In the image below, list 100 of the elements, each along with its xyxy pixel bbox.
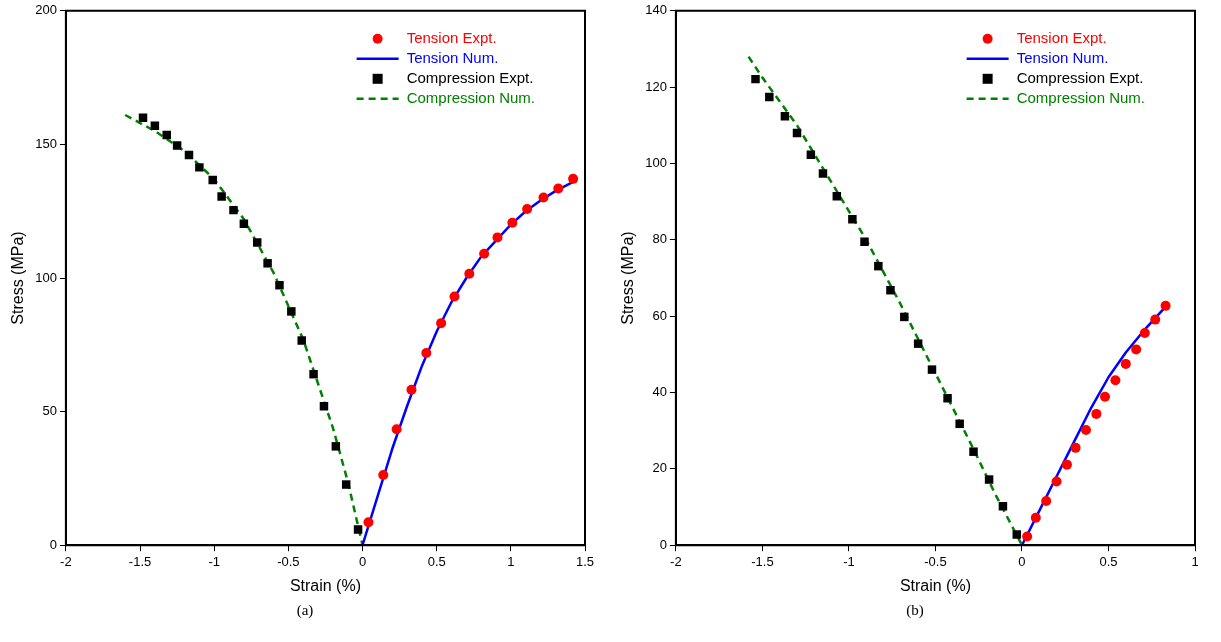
point <box>150 121 160 130</box>
point <box>927 365 937 374</box>
point <box>860 237 869 246</box>
point <box>1120 358 1131 369</box>
point <box>421 348 432 359</box>
y-tick-label: 0 <box>49 536 57 552</box>
y-tick-label: 0 <box>659 536 667 552</box>
point <box>1070 442 1081 453</box>
legend-label: Compression Expt. <box>406 68 534 86</box>
x-tick-label: 1 <box>1191 553 1199 569</box>
x-axis-title: Strain (%) <box>289 576 362 594</box>
point <box>464 268 475 279</box>
point <box>363 517 374 528</box>
y-axis-title: Stress (MPa) <box>9 231 27 325</box>
point <box>538 192 549 203</box>
y-tick-label: 50 <box>42 403 57 419</box>
text: (b) <box>905 602 925 619</box>
point <box>406 384 417 395</box>
x-tick-label: -1 <box>843 553 855 569</box>
point <box>806 150 816 159</box>
point <box>1051 476 1062 487</box>
point <box>1139 327 1150 338</box>
x-tick-label: 1.5 <box>575 553 595 569</box>
point <box>1100 391 1111 402</box>
point <box>969 447 978 456</box>
point <box>492 232 503 243</box>
point <box>1061 459 1072 470</box>
x-tick-label: -1 <box>208 553 220 569</box>
point <box>1131 344 1142 355</box>
legend-label: Tension Expt. <box>406 28 497 46</box>
x-axis-title: Strain (%) <box>899 576 972 594</box>
point <box>900 312 909 322</box>
point <box>208 175 217 185</box>
point <box>553 183 564 194</box>
point <box>1012 530 1022 539</box>
point <box>1030 512 1041 523</box>
point <box>309 369 318 379</box>
y-tick-label: 150 <box>35 135 57 151</box>
point <box>818 169 828 178</box>
y-tick-label: 20 <box>652 460 667 476</box>
point <box>229 205 238 215</box>
point <box>297 336 306 345</box>
point <box>195 163 204 172</box>
point <box>1022 531 1033 542</box>
point <box>955 419 964 429</box>
point <box>832 192 842 201</box>
point <box>391 424 402 435</box>
legend-label: Compression Expt. <box>1016 68 1144 86</box>
point <box>436 318 447 329</box>
point <box>1091 408 1102 419</box>
legend-label: Tension Expt. <box>1016 28 1107 46</box>
x-tick-label: -1.5 <box>128 553 152 569</box>
legend-label: Tension Num. <box>1016 48 1109 66</box>
point <box>341 480 351 489</box>
x-tick-label: -0.5 <box>924 553 947 569</box>
point <box>886 285 895 295</box>
point <box>913 339 923 348</box>
x-tick-label: 0 <box>358 553 367 569</box>
point <box>984 475 994 484</box>
x-tick-label: -1.5 <box>751 553 774 569</box>
x-tick-label: 0.5 <box>1099 553 1118 569</box>
x-tick-label: -0.5 <box>277 553 300 569</box>
point <box>943 394 952 403</box>
point <box>522 204 533 215</box>
legend-label: Compression Num. <box>406 88 535 106</box>
x-tick-label: 0.5 <box>427 553 446 569</box>
point <box>217 192 226 201</box>
x-tick-label: -2 <box>60 553 72 569</box>
point <box>263 259 272 268</box>
point <box>1080 424 1091 435</box>
point <box>507 217 518 228</box>
y-tick-label: 60 <box>652 307 667 323</box>
point <box>1150 314 1161 325</box>
y-tick-label: 80 <box>652 231 667 247</box>
point <box>275 280 284 290</box>
point <box>568 173 579 184</box>
legend-label: Compression Num. <box>1016 88 1145 106</box>
point <box>252 238 262 247</box>
point <box>331 442 341 451</box>
point <box>449 291 460 302</box>
point <box>479 248 490 259</box>
point <box>138 113 148 122</box>
point <box>287 307 296 316</box>
y-tick-label: 200 <box>35 2 57 18</box>
point <box>751 74 760 84</box>
y-tick-label: 120 <box>645 78 667 94</box>
line-series <box>123 113 364 546</box>
point <box>1041 495 1052 506</box>
point <box>1160 300 1171 311</box>
y-tick-label: 100 <box>35 269 57 285</box>
point <box>172 141 182 150</box>
x-tick-label: -2 <box>670 553 682 569</box>
point <box>765 92 774 102</box>
point <box>874 261 883 271</box>
y-axis-title: Stress (MPa) <box>619 231 637 325</box>
text: (a) <box>295 602 315 619</box>
point <box>353 525 363 534</box>
y-tick-label: 40 <box>652 384 667 400</box>
x-tick-label: 0 <box>1018 553 1026 569</box>
legend-label: Tension Num. <box>406 48 499 66</box>
